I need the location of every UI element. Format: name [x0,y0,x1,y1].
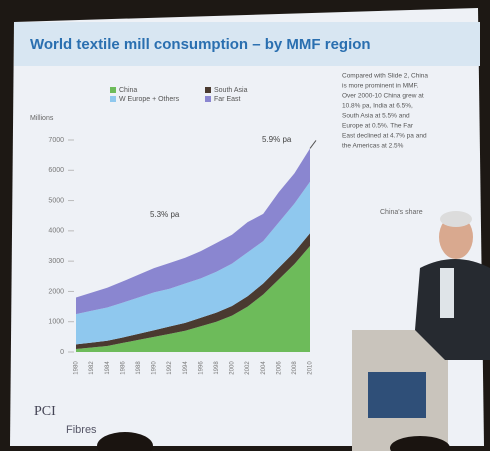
legend-label: W Europe + Others [119,96,180,103]
x-tick-label: 1994 [183,361,189,375]
presenter-hair [440,211,472,227]
annotation: 5.9% pa [262,135,292,144]
x-tick-label: 1980 [74,361,80,375]
x-tick-label: 1984 [105,361,111,375]
legend-label: South Asia [214,87,248,94]
logo: PCI [34,404,56,419]
x-tick-label: 2008 [292,361,298,375]
x-tick-label: 2002 [245,361,251,375]
presenter-head [439,215,473,259]
note-block: Compared with Slide 2, China is more prom… [342,73,428,150]
legend-label: Far East [214,96,241,103]
title-band [14,22,480,66]
x-tick-label: 2004 [261,361,267,375]
area [76,233,310,349]
x-tick-label: 1988 [136,361,142,375]
audience-head [97,432,153,451]
note-line: Compared with Slide 2, China [342,73,428,80]
legend-label: China [119,87,137,94]
note-line: East declined at 4.7% pa and [342,133,427,140]
annotation: 5.3% pa [150,210,180,219]
legend-swatch [205,87,211,93]
y-tick-label: 2000 [48,288,64,295]
note-line: Europe at 0.5%. The Far [342,123,414,130]
y-tick-label: 0 [60,349,64,356]
note-line: is more prominent in MMF. [342,83,419,90]
x-tick-label: 1992 [167,361,173,375]
y-tick-label: 4000 [48,228,64,235]
note-line: the Americas at 2.5% [342,143,404,150]
legend-swatch [110,87,116,93]
x-tick-label: 1998 [214,361,220,375]
trend-line [309,140,317,149]
x-tick-label: 1986 [120,361,126,375]
x-tick-label: 1990 [152,361,158,375]
x-tick-label: 1982 [89,361,95,375]
logo-sub: Fibres [66,424,97,436]
presenter-shirt [440,268,454,318]
side-label: China's share [380,209,423,216]
y-tick-label: 3000 [48,258,64,265]
note-line: South Asia at 5.5% and [342,113,410,120]
area [76,246,310,352]
y-tick-label: 1000 [48,319,64,326]
area [76,181,310,345]
note-line: Over 2000-10 China grew at [342,93,424,100]
legend-swatch [205,96,211,102]
y-tick-label: 5000 [48,197,64,204]
podium-sign [368,372,426,418]
y-tick-label: 7000 [48,137,64,144]
x-tick-label: 2010 [308,361,314,375]
y-tick-label: 6000 [48,167,64,174]
x-tick-label: 2006 [276,361,282,375]
note-line: 10.8% pa, India at 6.5%, [342,103,413,110]
chart-title: World textile mill consumption – by MMF … [30,36,371,53]
x-tick-label: 2000 [230,361,236,375]
audience-head [390,436,450,451]
x-tick-label: 1996 [198,361,204,375]
y-axis-label: Millions [30,115,54,122]
area [76,148,310,315]
legend-swatch [110,96,116,102]
